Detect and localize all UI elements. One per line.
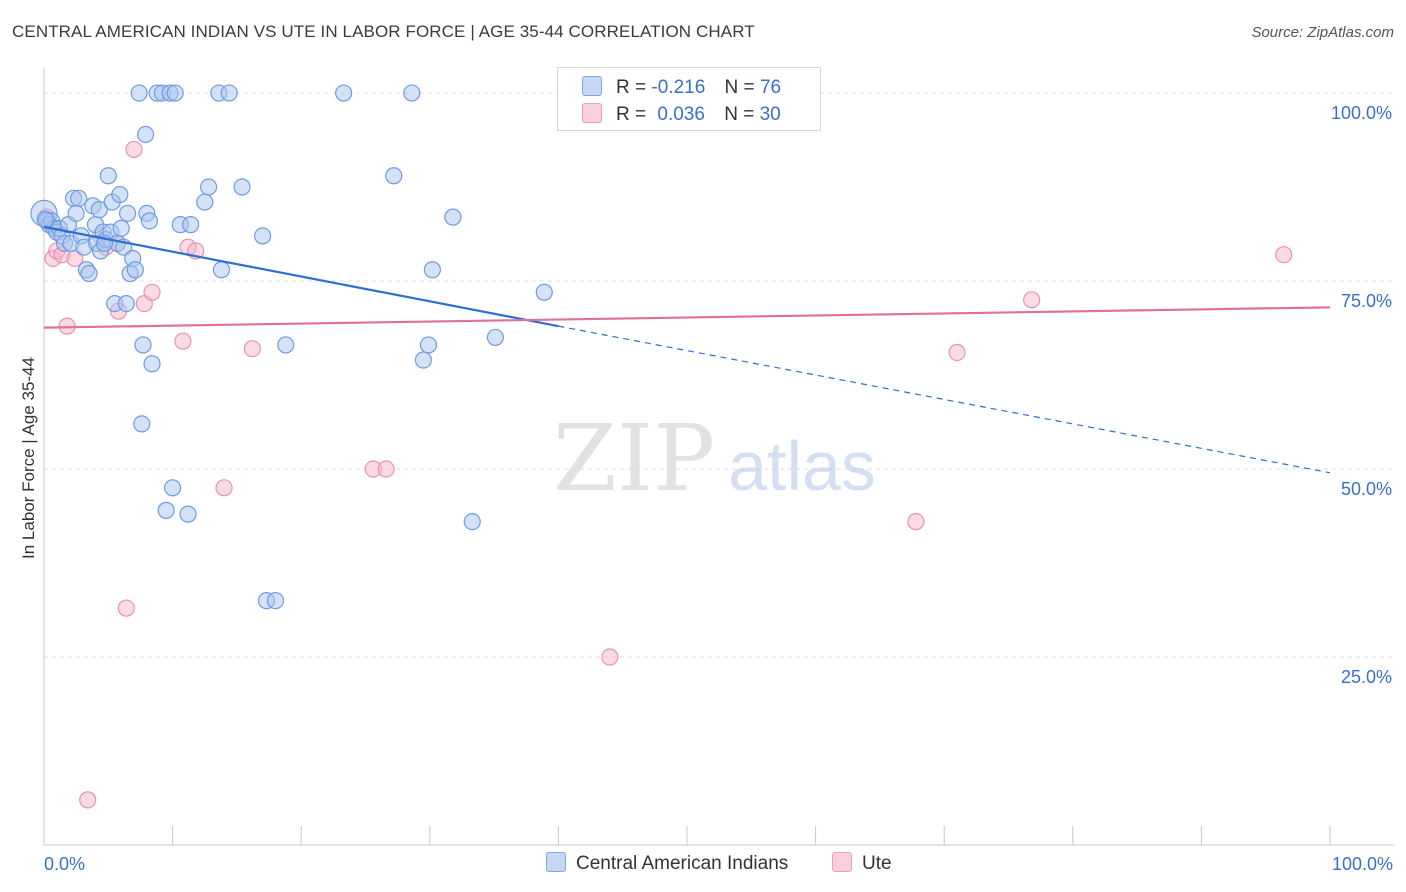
x-tick-label-max: 100.0%: [1332, 854, 1393, 874]
central-american-indian-point: [414, 351, 432, 369]
legend-n-label-2: N =: [724, 104, 755, 125]
central-american-indian-point: [444, 208, 462, 226]
central-american-indian-point: [277, 336, 295, 354]
x-tick-labels: 0.0% 100.0%: [44, 854, 1393, 874]
central-american-indian-point: [486, 328, 504, 347]
source-credit: Source: ZipAtlas.com: [1251, 24, 1394, 41]
ute-point: [948, 343, 966, 362]
legend-row-central-american-indians: R = -0.216 N = 76: [582, 76, 781, 98]
ute-point: [143, 283, 161, 301]
trend-lines: [43, 225, 1331, 474]
central-american-indian-point: [266, 592, 285, 610]
central-american-indian-point: [80, 264, 98, 283]
central-american-indian-point: [136, 125, 155, 143]
trend-line-central-american-indians-dashed: [558, 325, 1331, 474]
central-american-indian-point: [196, 193, 214, 211]
central-american-indian-point: [126, 261, 144, 279]
central-american-indian-point: [118, 204, 137, 222]
bottom-legend-swatch-pink: [832, 852, 852, 872]
central-american-indian-point: [212, 261, 231, 279]
central-american-indian-point: [111, 185, 129, 204]
central-american-indian-point: [133, 415, 151, 433]
chart-title: CENTRAL AMERICAN INDIAN VS UTE IN LABOR …: [12, 22, 755, 41]
bottom-legend-central-american-indians: Central American Indians: [546, 852, 788, 875]
legend-n-value-2: 30: [759, 104, 781, 125]
central-american-indian-point: [385, 167, 403, 185]
ute-point: [243, 340, 261, 358]
central-american-indian-point: [166, 84, 184, 102]
ute-point: [601, 648, 619, 666]
central-american-indian-point: [134, 336, 152, 354]
y-tick-labels: 25.0% 50.0% 75.0% 100.0%: [1331, 103, 1392, 687]
x-tick-label-min: 0.0%: [44, 854, 85, 874]
axes: [43, 68, 1395, 846]
legend-r-label-1: R =: [616, 77, 647, 98]
central-american-indian-point: [179, 505, 197, 523]
central-american-indian-point: [182, 216, 200, 234]
trend-line-central-american-indians: [43, 225, 559, 328]
ute-point: [117, 599, 135, 617]
legend-r-label-2: R =: [616, 104, 647, 125]
bottom-legend-ute: Ute: [832, 852, 892, 875]
bottom-legend-label-1: Central American Indians: [576, 853, 789, 874]
central-american-indian-point: [463, 513, 481, 531]
central-american-indian-point: [140, 212, 159, 230]
watermark: ZIP atlas: [553, 405, 876, 512]
central-american-indian-point: [254, 227, 272, 245]
central-american-indian-point: [200, 178, 218, 196]
central-american-indian-point: [335, 84, 353, 102]
bottom-legend-label-2: Ute: [862, 853, 892, 874]
central-american-indian-point: [423, 261, 441, 279]
y-tick-label-25: 25.0%: [1341, 667, 1392, 687]
central-american-indian-point: [130, 84, 148, 102]
central-american-indian-point: [90, 200, 108, 219]
legend-swatch-blue: [582, 76, 602, 96]
trend-line-ute: [43, 306, 1331, 329]
central-american-indian-point: [36, 210, 54, 228]
central-american-indian-point: [112, 219, 130, 237]
legend-n-value-1: 76: [759, 77, 782, 98]
legend-n-label-1: N =: [724, 77, 755, 98]
ute-point: [174, 332, 192, 350]
watermark-atlas: atlas: [728, 427, 876, 505]
central-american-indian-point: [143, 355, 161, 373]
central-american-indian-point: [70, 189, 88, 207]
central-american-indian-point: [117, 294, 135, 313]
gridlines: [44, 92, 1395, 658]
ute-point: [377, 460, 395, 478]
ute-point: [125, 140, 143, 159]
legend-r-value-2: 0.036: [657, 104, 705, 125]
central-american-indian-point: [220, 84, 238, 102]
watermark-zip: ZIP: [553, 405, 715, 512]
y-axis-label: In Labor Force | Age 35-44: [19, 357, 38, 559]
ute-point: [1275, 246, 1293, 264]
legend-swatch-pink: [582, 103, 602, 123]
ute-point: [215, 479, 233, 497]
central-american-indian-point: [535, 283, 553, 301]
legend-row-ute: R = 0.036 N = 30: [582, 103, 781, 125]
correlation-legend: R = -0.216 N = 76 R = 0.036 N = 30: [557, 67, 821, 131]
central-american-indian-point: [157, 501, 175, 519]
central-american-indian-point: [233, 178, 251, 196]
central-american-indian-point: [99, 167, 117, 185]
central-american-indian-point: [164, 479, 182, 497]
legend-r-value-1: -0.216: [651, 77, 706, 98]
ute-point: [1023, 291, 1041, 309]
y-tick-label-75: 75.0%: [1341, 291, 1392, 311]
central-american-indian-point: [403, 84, 421, 102]
central-american-indian-points: [30, 84, 553, 610]
ute-point: [79, 791, 97, 809]
y-tick-label-100: 100.0%: [1331, 103, 1392, 123]
central-american-indian-point: [419, 336, 438, 354]
ute-point: [907, 513, 925, 531]
central-american-indian-point: [67, 204, 85, 222]
bottom-legend-swatch-blue: [546, 852, 566, 872]
y-tick-label-50: 50.0%: [1341, 479, 1392, 499]
